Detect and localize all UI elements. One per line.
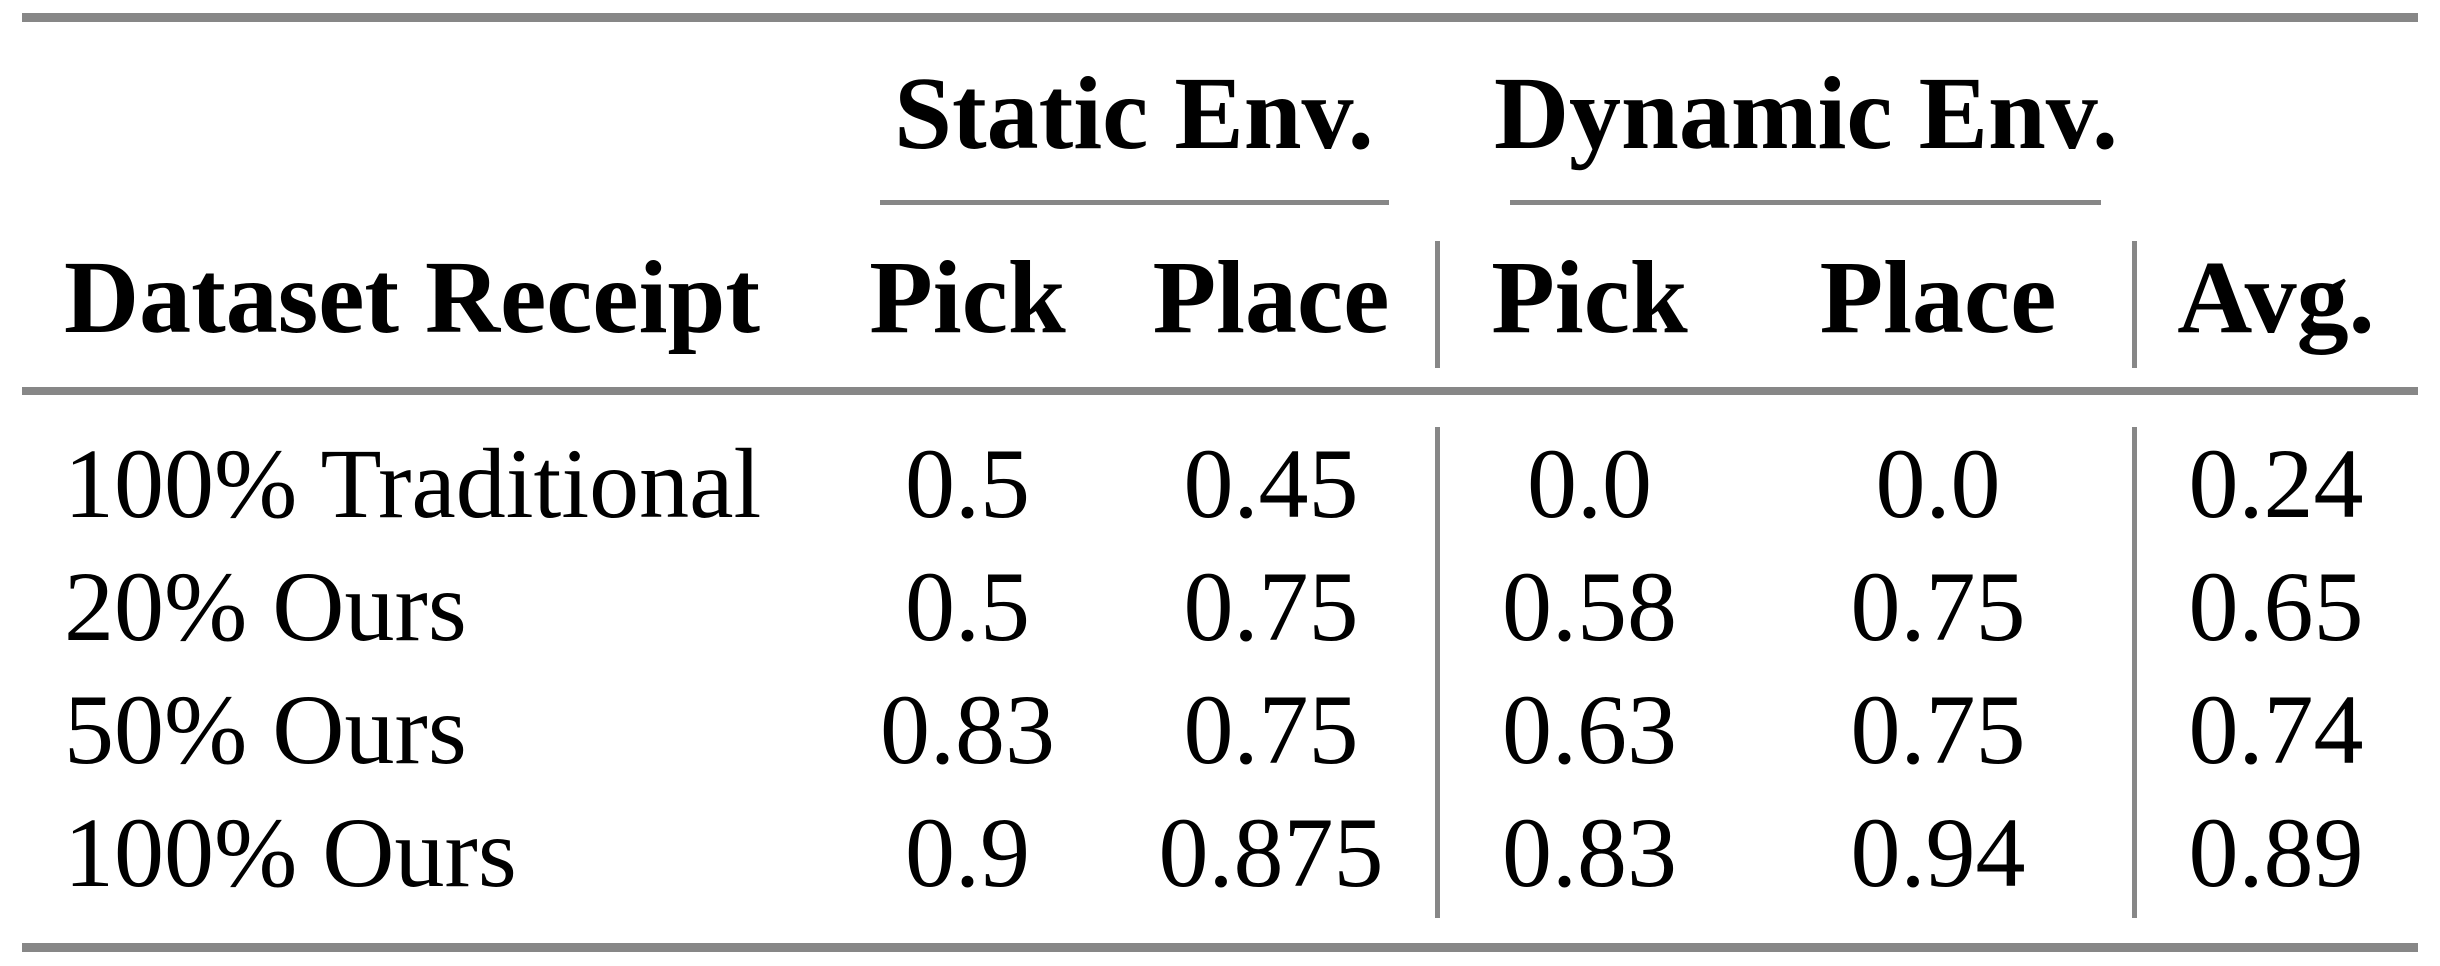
cell-dynamic-place: 0.75 [1850,674,2026,785]
cell-dynamic-pick: 0.58 [1502,551,1677,662]
group-header-dynamic-env: Dynamic Env. [1493,55,2119,171]
cell-dynamic-place: 0.94 [1850,797,2026,908]
col-header-dynamic-place: Place [1819,240,2057,355]
cell-dynamic-pick: 0.63 [1502,674,1677,785]
cell-static-place: 0.75 [1183,674,1359,785]
vertical-rule-static-dynamic-body [1435,427,1440,918]
row-label: 20% Ours [64,551,467,662]
cell-static-place: 0.75 [1183,551,1359,662]
header-rule [22,387,2418,395]
top-rule [22,13,2418,22]
vertical-rule-avg-body [2132,427,2137,918]
cmidrule-dynamic-env [1510,200,2101,205]
col-header-dynamic-pick: Pick [1491,240,1688,355]
cell-dynamic-pick: 0.83 [1502,797,1677,908]
cell-dynamic-place: 0.0 [1875,428,2001,539]
cell-dynamic-place: 0.75 [1850,551,2026,662]
row-label: 100% Traditional [64,428,762,539]
cell-static-pick: 0.5 [905,428,1030,539]
cell-avg: 0.74 [2188,674,2364,785]
bottom-rule [22,943,2418,952]
table-row: 20% Ours 0.5 0.75 0.58 0.75 0.65 [22,547,2418,667]
cmidrule-static-env [880,200,1389,205]
table: Static Env. Dynamic Env. Dataset Receipt… [22,13,2418,953]
col-header-dataset-receipt: Dataset Receipt [64,240,760,355]
row-label: 50% Ours [64,674,467,785]
col-header-avg: Avg. [2177,240,2375,355]
cell-static-place: 0.45 [1183,428,1359,539]
cell-static-place: 0.875 [1158,797,1384,908]
table-row: 100% Ours 0.9 0.875 0.83 0.94 0.89 [22,793,2418,913]
vertical-rule-static-dynamic-header [1435,241,1440,368]
vertical-rule-avg-header [2132,241,2137,368]
col-header-static-place: Place [1152,240,1390,355]
cell-dynamic-pick: 0.0 [1527,428,1652,539]
cell-static-pick: 0.83 [880,674,1055,785]
cell-static-pick: 0.9 [905,797,1030,908]
cell-avg: 0.24 [2188,428,2364,539]
cell-static-pick: 0.5 [905,551,1030,662]
row-label: 100% Ours [64,797,517,908]
table-row: 100% Traditional 0.5 0.45 0.0 0.0 0.24 [22,424,2418,544]
cell-avg: 0.89 [2188,797,2364,908]
table-row: 50% Ours 0.83 0.75 0.63 0.75 0.74 [22,670,2418,790]
cell-avg: 0.65 [2188,551,2364,662]
col-header-static-pick: Pick [869,240,1066,355]
group-header-static-env: Static Env. [894,55,1374,171]
column-header-row: Dataset Receipt Pick Place Pick Place Av… [22,238,2418,358]
